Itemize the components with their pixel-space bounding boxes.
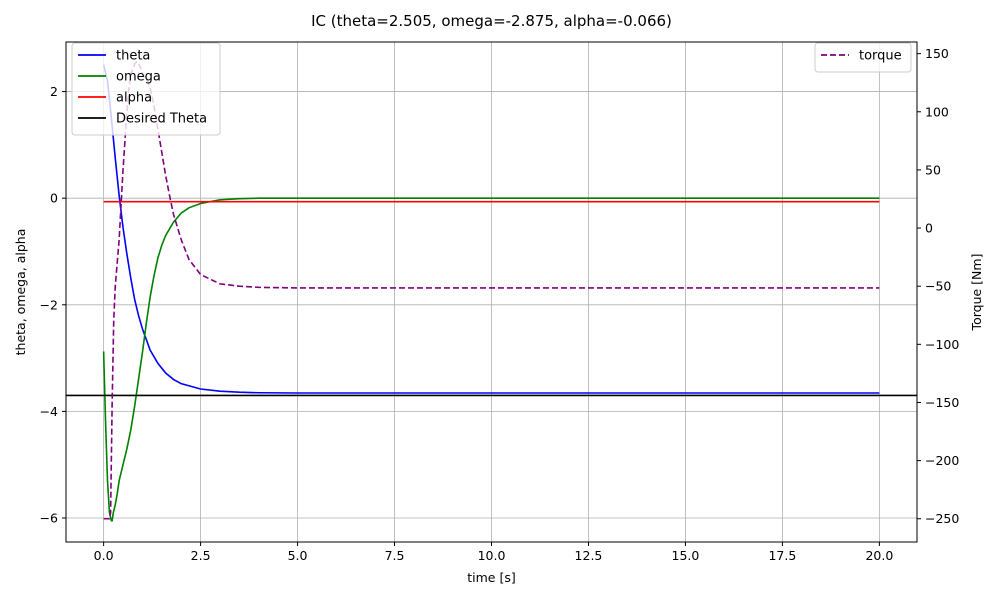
legend-label: theta xyxy=(116,49,150,64)
chart-title: IC (theta=2.505, omega=-2.875, alpha=-0.… xyxy=(311,12,672,30)
x-tick-label: 17.5 xyxy=(768,548,796,563)
y2-tick-label: −50 xyxy=(925,279,951,294)
x-tick-label: 20.0 xyxy=(865,548,893,563)
legend-right: torque xyxy=(814,42,912,73)
y-axis-left: −6 −4 −2 0 2 xyxy=(40,84,66,526)
x-tick-label: 5.0 xyxy=(288,548,308,563)
y2-tick-label: 0 xyxy=(925,221,933,236)
legend-label: omega xyxy=(116,70,161,85)
y2-tick-label: −100 xyxy=(925,337,959,352)
legend-box xyxy=(814,42,912,73)
y2-axis-label: Torque [Nm] xyxy=(969,254,984,332)
legend-left: theta omega alpha Desired Theta xyxy=(71,42,221,136)
x-tick-label: 10.0 xyxy=(478,548,506,563)
legend-label: alpha xyxy=(116,91,152,106)
y-tick-label: −4 xyxy=(40,404,58,419)
x-axis-label: time [s] xyxy=(467,570,515,585)
legend-label: Desired Theta xyxy=(116,112,207,127)
x-tick-label: 12.5 xyxy=(575,548,603,563)
series-line-theta xyxy=(102,64,880,394)
x-tick-label: 7.5 xyxy=(385,548,405,563)
x-tick-label: 0.0 xyxy=(94,548,114,563)
x-axis: 0.0 2.5 5.0 7.5 10.0 12.5 15.0 17.5 20.0 xyxy=(94,542,893,563)
x-tick-label: 15.0 xyxy=(672,548,700,563)
y2-tick-label: −250 xyxy=(925,511,959,526)
y2-tick-label: −150 xyxy=(925,395,959,410)
y2-tick-label: 150 xyxy=(925,46,949,61)
y-axis-right: −250 −200 −150 −100 −50 0 50 100 150 xyxy=(917,46,959,526)
legend-box xyxy=(71,42,221,136)
y-tick-label: 2 xyxy=(50,84,58,99)
y-tick-label: −2 xyxy=(40,297,58,312)
y-axis-label: theta, omega, alpha xyxy=(13,229,28,356)
y-tick-label: −6 xyxy=(40,511,58,526)
y2-tick-label: 50 xyxy=(925,162,941,177)
y2-tick-label: 100 xyxy=(925,104,949,119)
series-line-omega xyxy=(102,197,880,522)
y-tick-label: 0 xyxy=(50,191,58,206)
x-tick-label: 2.5 xyxy=(191,548,211,563)
y2-tick-label: −200 xyxy=(925,453,959,468)
legend-label: torque xyxy=(859,49,902,64)
